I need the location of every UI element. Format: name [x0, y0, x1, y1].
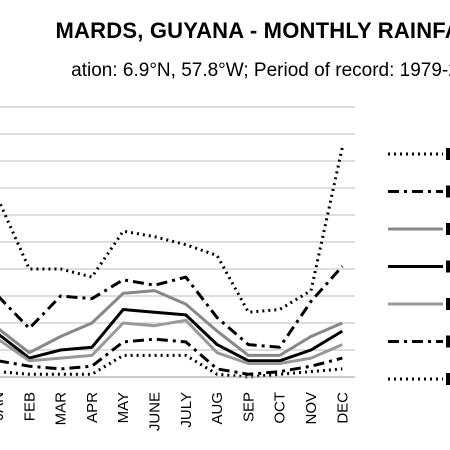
- x-tick-label: OCT: [272, 392, 289, 424]
- legend-label-fragment: [446, 373, 450, 385]
- x-tick-label: AUG: [209, 392, 226, 425]
- legend-label-fragment: [446, 185, 450, 198]
- x-tick-label: MAR: [53, 392, 70, 426]
- x-tick-label: JUNE: [147, 392, 164, 431]
- x-tick-label: FEB: [21, 392, 38, 421]
- x-tick-label: JAN: [0, 392, 7, 420]
- series-line-5: [0, 318, 343, 365]
- series-lines: [0, 147, 344, 379]
- series-line-6: [0, 337, 343, 376]
- chart-title: MARDS, GUYANA - MONTHLY RAINFAL: [55, 18, 450, 43]
- legend: [388, 148, 450, 385]
- series-line-3: [0, 289, 343, 357]
- x-tick-label: MAY: [115, 392, 132, 423]
- x-tick-label: DEC: [334, 392, 351, 424]
- x-tick-label: SEP: [240, 392, 257, 422]
- x-tick-label: APR: [84, 392, 101, 423]
- legend-label-fragment: [446, 335, 450, 348]
- gridlines: [0, 106, 355, 351]
- x-tick-label: NOV: [303, 392, 320, 425]
- series-line-2: [0, 265, 344, 349]
- legend-label-fragment: [446, 298, 450, 310]
- legend-label-fragment: [446, 148, 450, 160]
- chart-subtitle: ation: 6.9°N, 57.8°W; Period of record: …: [71, 60, 450, 81]
- legend-label-fragment: [446, 223, 450, 235]
- legend-label-fragment: [446, 260, 450, 273]
- series-line-1: [0, 147, 344, 314]
- x-tick-label: JULY: [178, 392, 195, 428]
- series-line-4: [0, 308, 344, 363]
- x-tick-labels: JAN FEB MAR APR MAY JUNE JULY AUG SEP OCT NOV DEC: [0, 392, 351, 431]
